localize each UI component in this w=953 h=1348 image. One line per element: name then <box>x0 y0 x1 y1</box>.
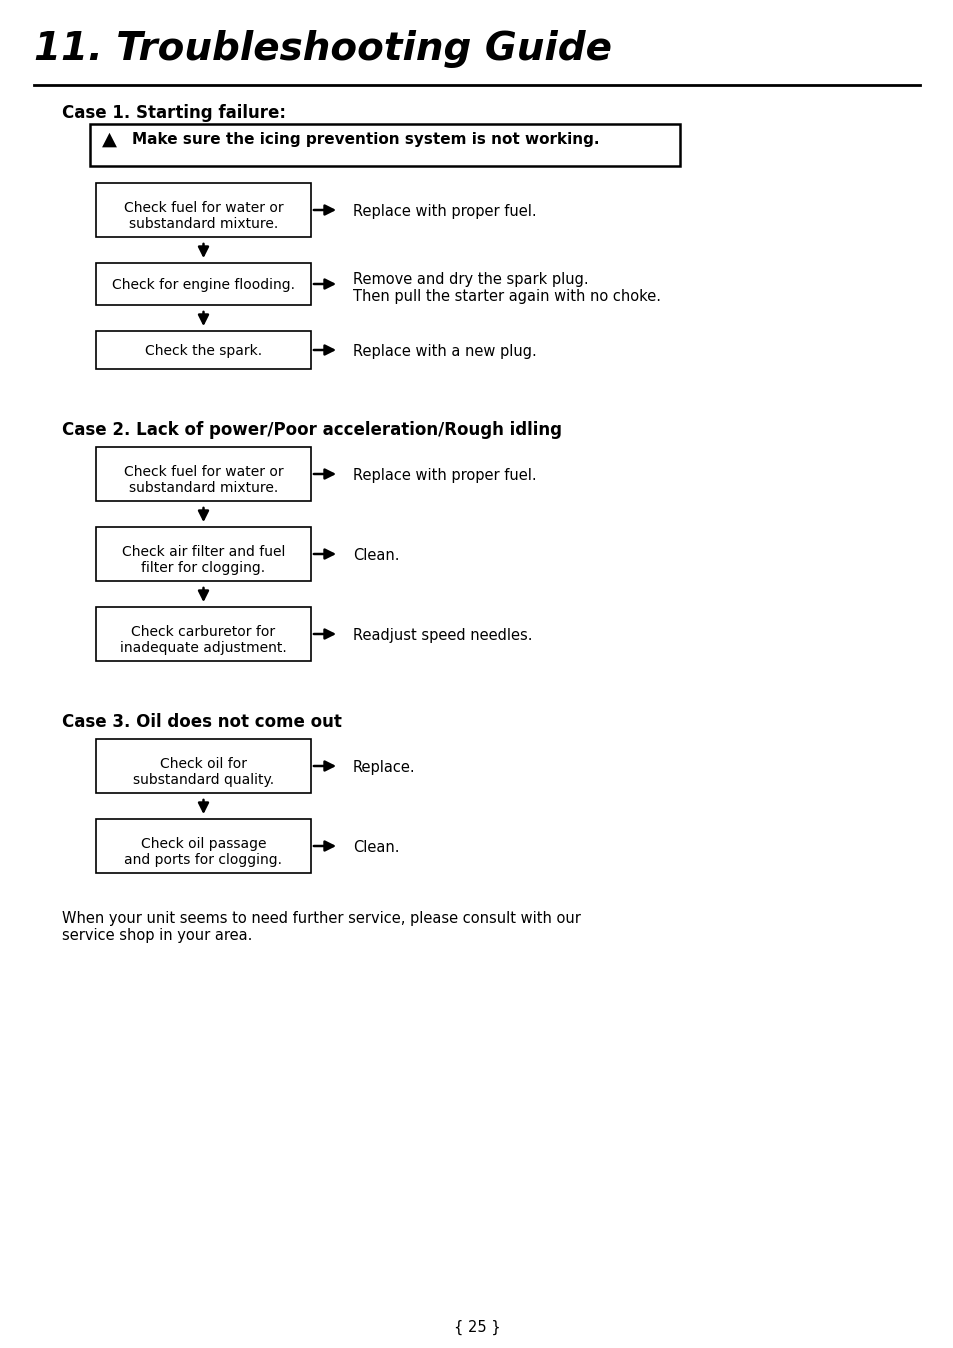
Text: Readjust speed needles.: Readjust speed needles. <box>353 628 532 643</box>
Text: Clean.: Clean. <box>353 840 399 855</box>
Text: Case 2. Lack of power/Poor acceleration/Rough idling: Case 2. Lack of power/Poor acceleration/… <box>62 421 561 439</box>
Text: Check air filter and fuel
filter for clogging.: Check air filter and fuel filter for clo… <box>122 545 285 576</box>
Bar <box>96 527 311 581</box>
Text: 11. Troubleshooting Guide: 11. Troubleshooting Guide <box>34 30 612 67</box>
Text: ▲: ▲ <box>102 129 117 150</box>
Bar <box>96 263 311 305</box>
Text: Check oil passage
and ports for clogging.: Check oil passage and ports for clogging… <box>125 837 282 867</box>
Text: When your unit seems to need further service, please consult with our
service sh: When your unit seems to need further ser… <box>62 911 580 944</box>
Text: Check the spark.: Check the spark. <box>145 344 262 359</box>
Text: Case 1. Starting failure:: Case 1. Starting failure: <box>62 104 286 123</box>
Text: Make sure the icing prevention system is not working.: Make sure the icing prevention system is… <box>132 132 598 147</box>
Bar <box>90 124 679 166</box>
Text: Check carburetor for
inadequate adjustment.: Check carburetor for inadequate adjustme… <box>120 625 287 655</box>
Text: { 25 }: { 25 } <box>454 1320 499 1336</box>
Text: Check fuel for water or
substandard mixture.: Check fuel for water or substandard mixt… <box>124 201 283 232</box>
Text: Clean.: Clean. <box>353 549 399 563</box>
Bar <box>96 820 311 874</box>
Text: Replace with a new plug.: Replace with a new plug. <box>353 344 537 359</box>
Text: Replace with proper fuel.: Replace with proper fuel. <box>353 468 536 483</box>
Text: Check for engine flooding.: Check for engine flooding. <box>112 278 294 293</box>
Text: Replace with proper fuel.: Replace with proper fuel. <box>353 204 536 218</box>
Text: Check oil for
substandard quality.: Check oil for substandard quality. <box>132 758 274 787</box>
Text: Case 3. Oil does not come out: Case 3. Oil does not come out <box>62 713 341 731</box>
Bar <box>96 448 311 501</box>
Text: Check fuel for water or
substandard mixture.: Check fuel for water or substandard mixt… <box>124 465 283 495</box>
Text: Remove and dry the spark plug.
Then pull the starter again with no choke.: Remove and dry the spark plug. Then pull… <box>353 272 660 305</box>
Bar <box>96 332 311 369</box>
Bar <box>96 607 311 661</box>
Bar <box>96 739 311 793</box>
Bar <box>96 183 311 237</box>
Text: Replace.: Replace. <box>353 760 416 775</box>
